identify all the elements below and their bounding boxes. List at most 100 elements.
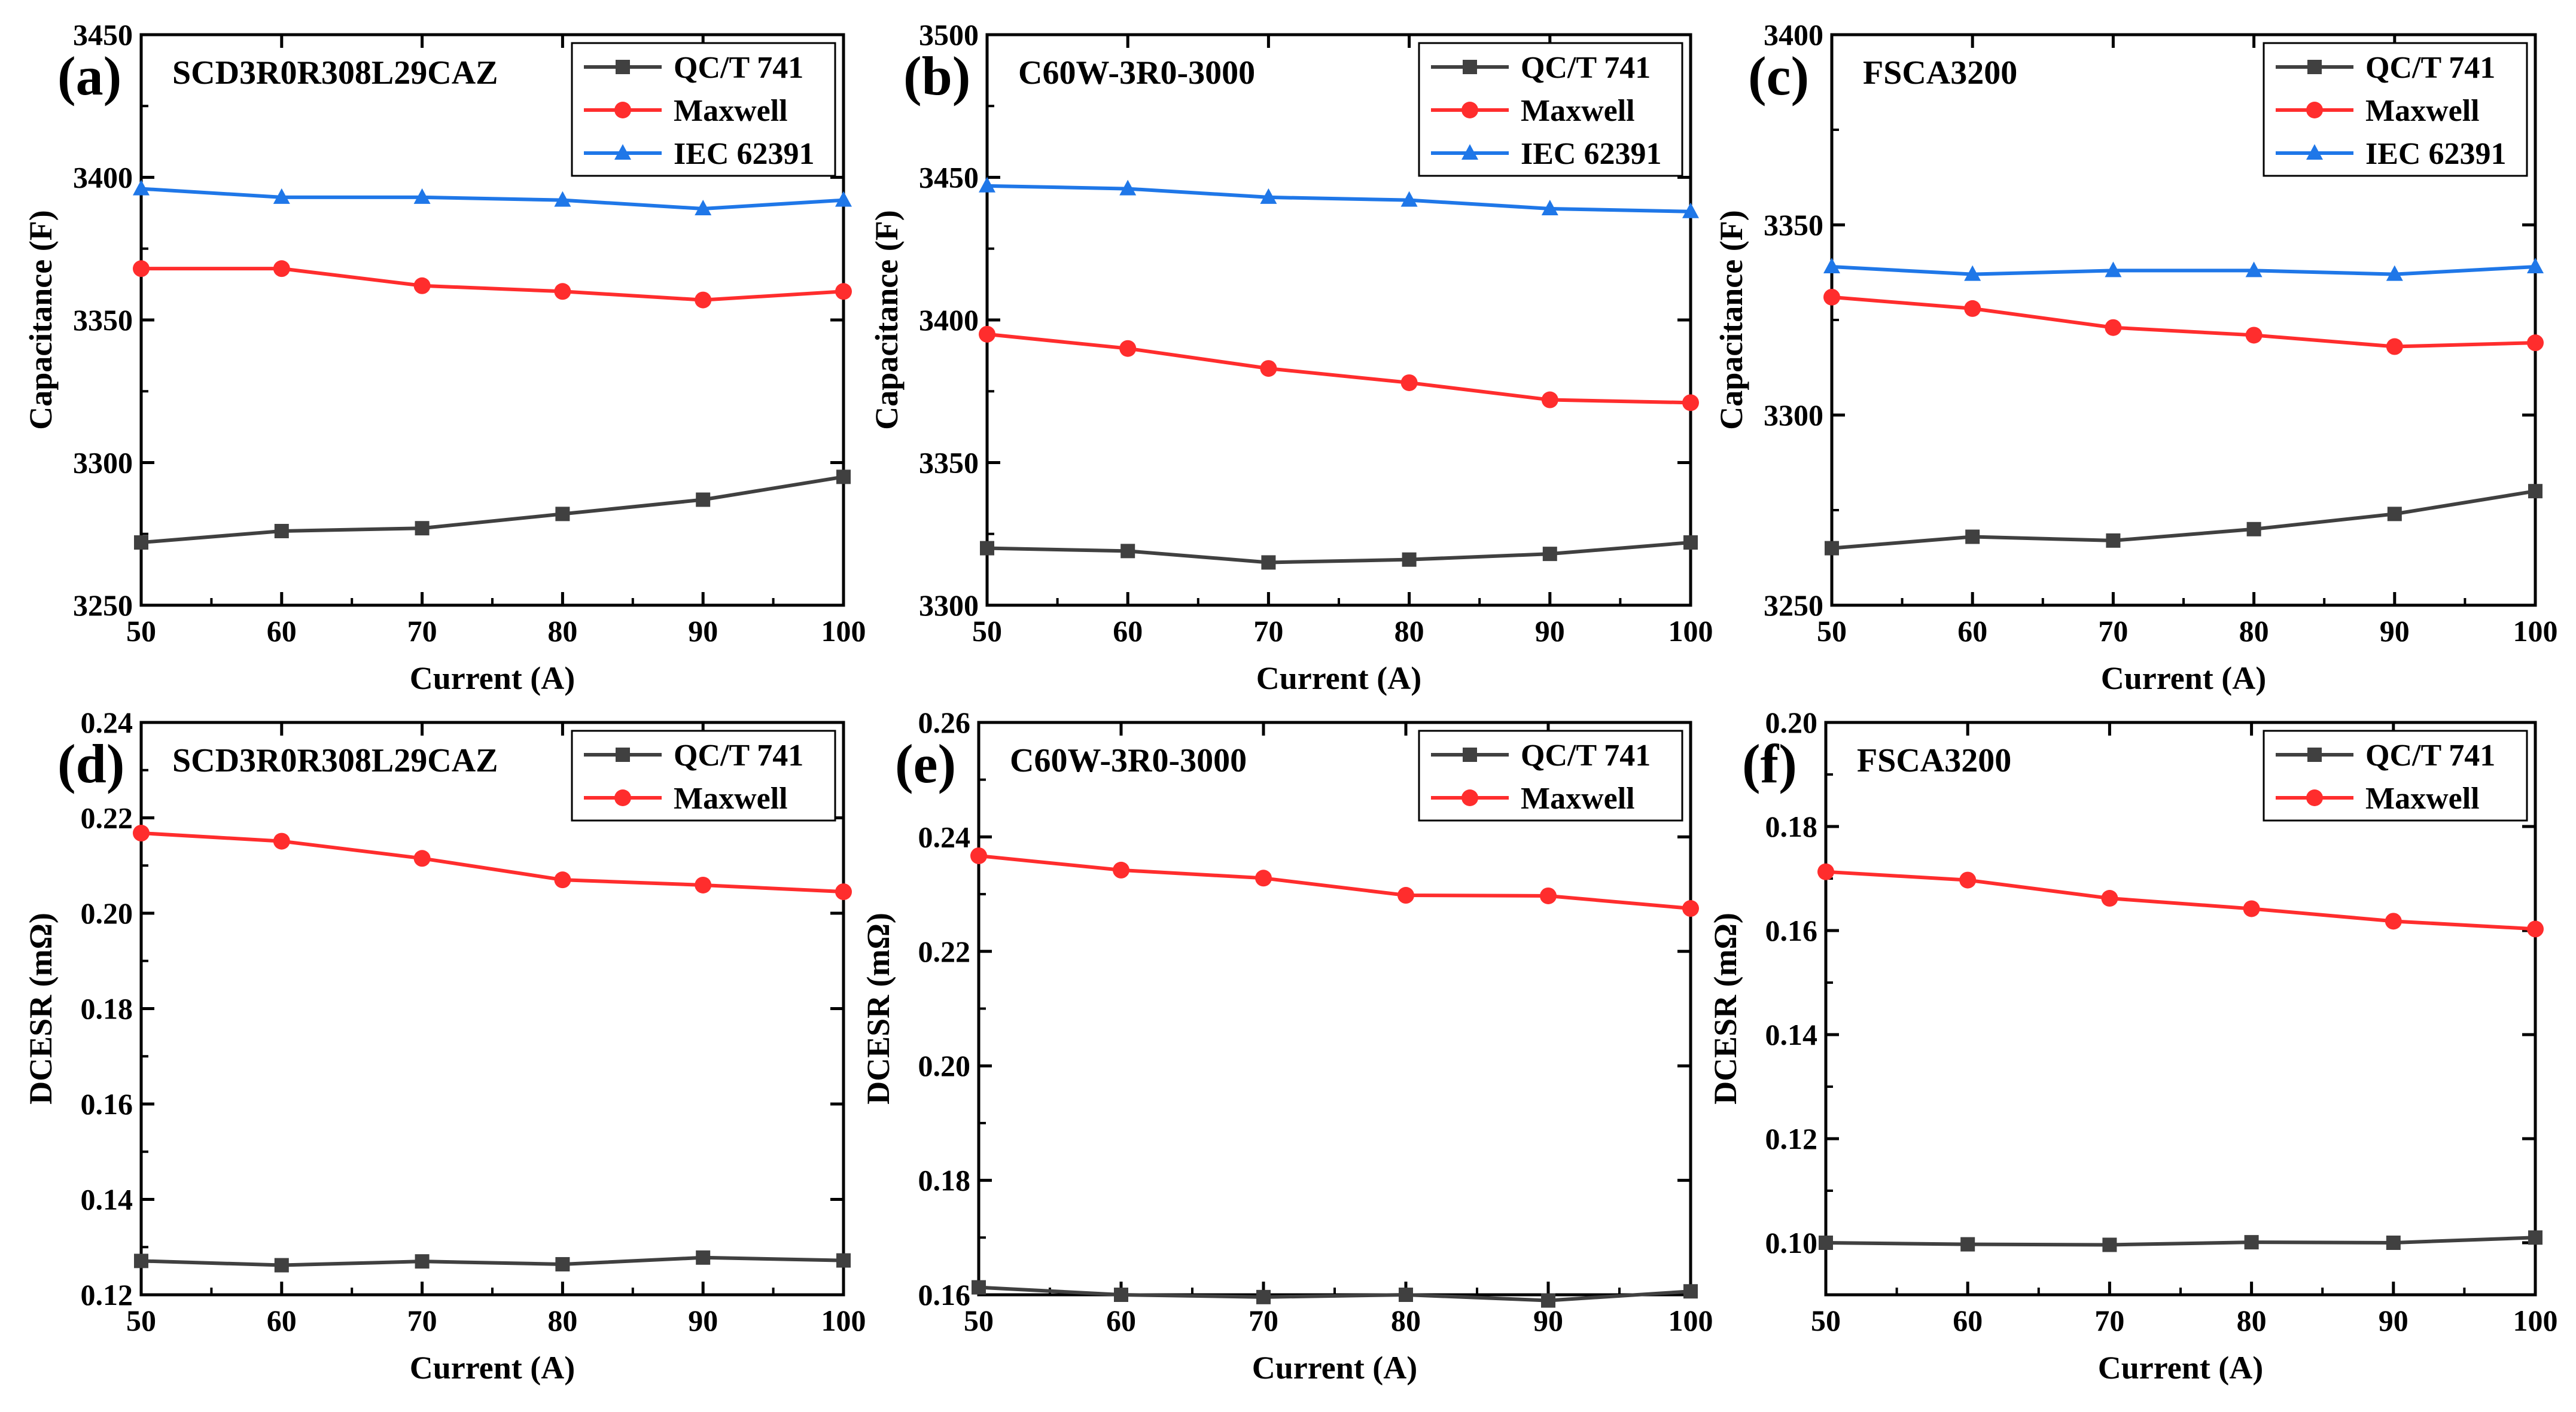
data-point-0-0 bbox=[980, 541, 994, 556]
data-point-1-3 bbox=[554, 283, 571, 300]
x-tick-label: 80 bbox=[1391, 1304, 1421, 1337]
data-point-0-1 bbox=[274, 523, 289, 538]
x-tick-label: 60 bbox=[1957, 614, 1987, 648]
x-tick-label: 50 bbox=[1811, 1304, 1841, 1337]
y-tick-label: 3300 bbox=[1764, 398, 1823, 432]
data-point-0-1 bbox=[1120, 544, 1135, 559]
data-point-0-4 bbox=[696, 492, 711, 507]
y-axis-label: Capacitance (F) bbox=[23, 210, 59, 429]
series-line-1 bbox=[986, 332, 1691, 405]
data-point-0-4 bbox=[1541, 1293, 1555, 1308]
legend-label: QC/T 741 bbox=[674, 51, 803, 85]
data-point-0-1 bbox=[274, 1258, 289, 1273]
data-point-0-5 bbox=[836, 469, 851, 484]
data-point-1-1 bbox=[273, 260, 290, 277]
data-point-1-0 bbox=[1823, 288, 1840, 306]
data-point-0-0 bbox=[1825, 541, 1839, 556]
legend-label: Maxwell bbox=[1521, 782, 1635, 816]
device-name: C60W-3R0-3000 bbox=[1010, 742, 1247, 779]
series-line-0 bbox=[1825, 1236, 2536, 1247]
y-tick-label: 3500 bbox=[919, 18, 979, 51]
y-tick-label: 0.26 bbox=[918, 706, 971, 739]
data-point-0-3 bbox=[555, 1257, 570, 1271]
x-axis-label: Current (A) bbox=[2101, 660, 2266, 696]
legend-label: Maxwell bbox=[1521, 94, 1635, 128]
panel-0: 50 60 70 80 90 100 3250 3300 3350 3400 3450 Current… bbox=[23, 18, 866, 696]
data-point-1-4 bbox=[1541, 391, 1558, 408]
x-tick-label: 80 bbox=[2237, 1304, 2267, 1337]
series-line-2 bbox=[1831, 264, 2536, 276]
data-point-0-0 bbox=[134, 535, 148, 550]
data-point-0-5 bbox=[2528, 484, 2542, 499]
device-name: SCD3R0R308L29CAZ bbox=[172, 54, 498, 92]
legend-marker bbox=[616, 748, 630, 762]
legend-label: Maxwell bbox=[674, 782, 788, 816]
y-tick-label: 0.18 bbox=[81, 992, 133, 1026]
data-point-1-4 bbox=[695, 876, 712, 893]
data-point-1-4 bbox=[2385, 913, 2402, 930]
data-point-0-1 bbox=[1960, 1237, 1975, 1252]
legend-marker bbox=[1463, 748, 1477, 762]
x-tick-label: 100 bbox=[1668, 1304, 1713, 1337]
data-point-1-2 bbox=[413, 850, 431, 867]
panel-letter: (b) bbox=[903, 45, 970, 106]
panel-letter: (d) bbox=[57, 733, 124, 794]
y-tick-label: 3450 bbox=[73, 18, 133, 51]
series-line-0 bbox=[141, 475, 844, 545]
y-tick-label: 0.12 bbox=[1765, 1122, 1818, 1155]
data-point-1-2 bbox=[1260, 360, 1277, 377]
legend-label: QC/T 741 bbox=[674, 739, 803, 773]
data-point-0-5 bbox=[2528, 1230, 2542, 1245]
data-point-0-5 bbox=[836, 1253, 851, 1268]
y-tick-label: 0.18 bbox=[918, 1164, 971, 1197]
data-point-1-3 bbox=[554, 871, 571, 889]
series-line-1 bbox=[1825, 870, 2536, 931]
legend-label: QC/T 741 bbox=[2365, 51, 2495, 85]
data-point-1-0 bbox=[133, 260, 150, 277]
data-point-1-3 bbox=[1397, 887, 1414, 904]
data-point-2-2 bbox=[2105, 261, 2122, 277]
data-point-1-0 bbox=[1817, 863, 1834, 880]
data-point-0-3 bbox=[1402, 552, 1417, 567]
x-tick-label: 90 bbox=[2380, 614, 2410, 648]
data-point-0-0 bbox=[1819, 1236, 1833, 1250]
x-tick-label: 50 bbox=[126, 1304, 156, 1337]
y-tick-label: 0.16 bbox=[81, 1087, 133, 1121]
data-point-1-1 bbox=[273, 832, 290, 850]
data-point-0-2 bbox=[1261, 555, 1276, 570]
data-point-0-1 bbox=[1965, 529, 1980, 544]
data-point-2-4 bbox=[2386, 265, 2403, 281]
y-tick-label: 0.24 bbox=[918, 820, 971, 853]
y-tick-label: 0.14 bbox=[81, 1183, 133, 1216]
data-point-1-5 bbox=[2527, 920, 2544, 938]
series-line-1 bbox=[1831, 295, 2536, 349]
x-tick-label: 70 bbox=[2094, 1304, 2124, 1337]
x-tick-label: 90 bbox=[1533, 1304, 1563, 1337]
data-point-0-4 bbox=[2386, 1236, 2401, 1250]
panel-letter: (a) bbox=[57, 45, 121, 106]
series-line-0 bbox=[1831, 489, 2536, 550]
x-tick-label: 100 bbox=[821, 614, 866, 648]
legend-marker bbox=[2306, 102, 2323, 118]
y-tick-label: 3400 bbox=[919, 303, 979, 337]
y-axis-label: DCESR (mΩ) bbox=[1707, 913, 1743, 1105]
x-tick-label: 90 bbox=[1535, 614, 1565, 648]
data-point-2-1 bbox=[1119, 179, 1137, 196]
x-tick-label: 80 bbox=[547, 1304, 577, 1337]
data-point-1-5 bbox=[1682, 394, 1699, 411]
y-tick-label: 0.20 bbox=[1765, 706, 1818, 739]
data-point-1-1 bbox=[1113, 861, 1129, 879]
data-point-0-3 bbox=[2246, 522, 2261, 536]
legend-marker bbox=[614, 789, 631, 806]
legend-marker bbox=[616, 60, 630, 74]
y-tick-label: 3400 bbox=[73, 161, 133, 194]
y-axis-label: Capacitance (F) bbox=[869, 210, 905, 429]
device-name: FSCA3200 bbox=[1863, 54, 2017, 92]
y-tick-label: 0.14 bbox=[1765, 1018, 1818, 1051]
data-point-0-3 bbox=[1399, 1288, 1413, 1302]
y-tick-label: 3250 bbox=[73, 588, 133, 622]
panel-1: 50 60 70 80 90 100 3300 3350 3400 3450 3500 Current… bbox=[869, 18, 1713, 696]
legend-label: QC/T 741 bbox=[1521, 739, 1651, 773]
y-tick-label: 3400 bbox=[1764, 18, 1823, 51]
